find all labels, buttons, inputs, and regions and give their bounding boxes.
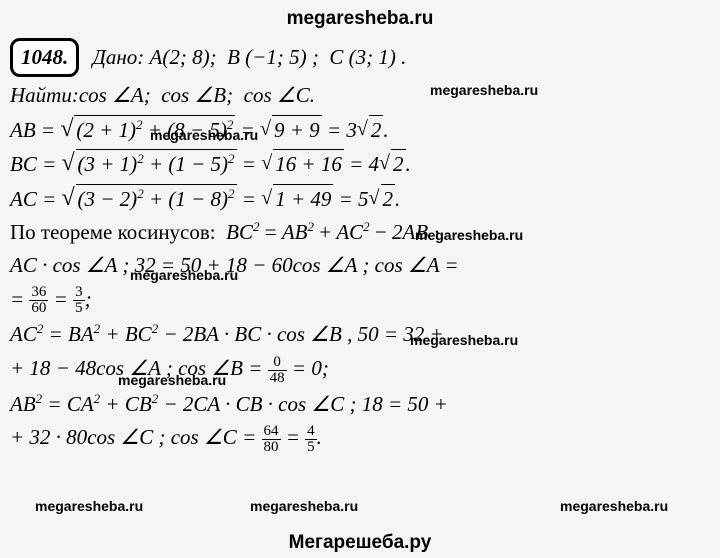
problem-number: 1048. — [10, 38, 79, 77]
fraction: 6480 — [262, 424, 281, 455]
cosine-theorem-label: По теореме косинусов: — [10, 220, 216, 244]
sqrt-icon: 2 — [379, 149, 406, 179]
sqrt-icon: (2 + 1)2 + (8 − 5)2 — [60, 115, 235, 145]
point-c: C (3; 1) — [329, 45, 396, 69]
fraction: 048 — [268, 355, 287, 386]
find-c: cos ∠C — [244, 83, 310, 107]
overlay-watermark: megaresheba.ru — [35, 498, 143, 514]
point-a: A(2; 8) — [150, 45, 210, 69]
sqrt-icon: 16 + 16 — [261, 149, 344, 179]
eq2-line1: AC2 = BA2 + BC2 − 2BA · BC · cos ∠B , 50… — [10, 320, 710, 349]
eq2-line2: + 18 − 48cos ∠A ; cos ∠B = 048 = 0; — [10, 354, 710, 386]
given-label: Дано: — [93, 45, 145, 69]
sqrt-icon: 2 — [369, 184, 396, 214]
bc-label: BC — [10, 152, 37, 176]
eq3-line2: + 32 · 80cos ∠C ; cos ∠C = 6480 = 45. — [10, 423, 710, 455]
sqrt-icon: 1 + 49 — [261, 184, 333, 214]
point-b: B (−1; 5) — [227, 45, 306, 69]
overlay-watermark: megaresheba.ru — [250, 498, 358, 514]
fraction: 3660 — [29, 285, 48, 316]
overlay-watermark: megaresheba.ru — [560, 498, 668, 514]
ac-label: AC — [10, 187, 37, 211]
find-line: Найти:cos ∠A; cos ∠B; cos ∠C. — [10, 81, 710, 110]
ab-label: AB — [10, 118, 36, 142]
cosine-theorem-line3: = 3660 = 35; — [10, 285, 710, 317]
find-label: Найти: — [10, 83, 79, 107]
find-b: cos ∠B — [161, 83, 226, 107]
sqrt-icon: 9 + 9 — [260, 115, 322, 145]
eq3-line1: AB2 = CA2 + CB2 − 2CA · CB · cos ∠C ; 18… — [10, 390, 710, 419]
cosine-theorem-line2: AC · cos ∠A ; 32 = 50 + 18 − 60cos ∠A ; … — [10, 251, 710, 280]
fraction: 45 — [305, 424, 317, 455]
given-line: 1048. Дано: A(2; 8); B (−1; 5) ; C (3; 1… — [10, 38, 710, 77]
footer-watermark: Мегарешеба.ру — [0, 532, 720, 554]
header-watermark: megaresheba.ru — [10, 8, 710, 30]
sqrt-icon: 2 — [357, 115, 384, 145]
sqrt-icon: (3 − 2)2 + (1 − 8)2 — [62, 184, 237, 214]
ac-line: AC = (3 − 2)2 + (1 − 8)2 = 1 + 49 = 52. — [10, 184, 710, 214]
sqrt-icon: (3 + 1)2 + (1 − 5)2 — [62, 149, 237, 179]
fraction: 35 — [73, 285, 85, 316]
ab-line: AB = (2 + 1)2 + (8 − 5)2 = 9 + 9 = 32. — [10, 115, 710, 145]
find-a: cos ∠A — [79, 83, 144, 107]
cosine-theorem-line1: По теореме косинусов: BC2 = AB2 + AC2 − … — [10, 218, 710, 247]
bc-line: BC = (3 + 1)2 + (1 − 5)2 = 16 + 16 = 42. — [10, 149, 710, 179]
